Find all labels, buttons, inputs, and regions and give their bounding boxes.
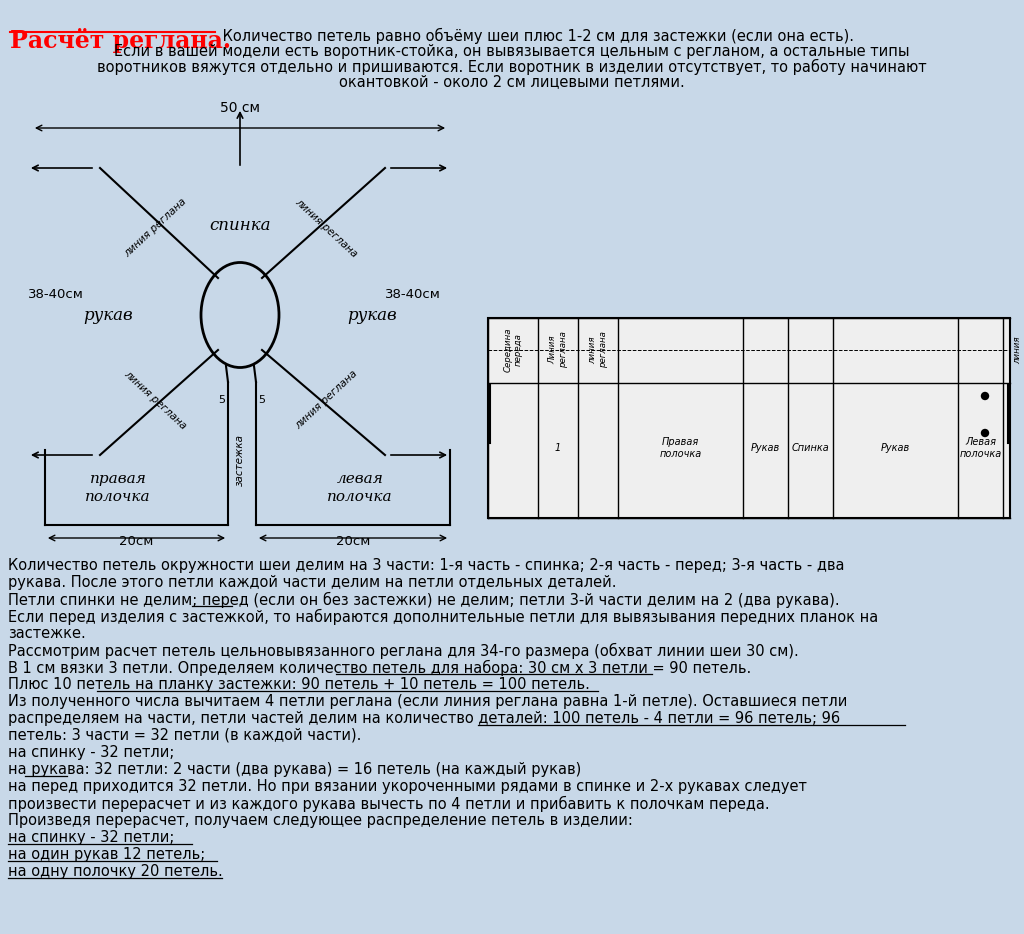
Text: Левая
полочка: Левая полочка: [959, 437, 1001, 459]
Text: 38-40см: 38-40см: [28, 289, 84, 302]
Text: Рукав: Рукав: [751, 443, 780, 453]
Text: на спинку - 32 петли;: на спинку - 32 петли;: [8, 745, 174, 760]
Text: распределяем на части, петли частей делим на количество деталей: 100 петель - 4 : распределяем на части, петли частей дели…: [8, 711, 840, 726]
Text: правая
полочка: правая полочка: [85, 473, 151, 503]
Text: окантовкой - около 2 см лицевыми петлями.: окантовкой - около 2 см лицевыми петлями…: [339, 74, 685, 89]
Text: Плюс 10 петель на планку застежки: 90 петель + 10 петель = 100 петель.: Плюс 10 петель на планку застежки: 90 пе…: [8, 677, 590, 692]
Text: рукава. После этого петли каждой части делим на петли отдельных деталей.: рукава. После этого петли каждой части д…: [8, 575, 616, 590]
Text: Произведя перерасчет, получаем следующее распределение петель в изделии:: Произведя перерасчет, получаем следующее…: [8, 813, 633, 828]
Text: на перед приходится 32 петли. Но при вязании укороченными рядами в спинке и 2-х : на перед приходится 32 петли. Но при вяз…: [8, 779, 807, 794]
Text: на спинку - 32 петли;: на спинку - 32 петли;: [8, 830, 174, 845]
Text: Правая
полочка: Правая полочка: [659, 437, 701, 459]
Text: Количество петель окружности шеи делим на 3 части: 1-я часть - спинка; 2-я часть: Количество петель окружности шеи делим н…: [8, 558, 845, 573]
Text: левая
полочка: левая полочка: [328, 473, 393, 503]
Text: 1: 1: [555, 443, 561, 453]
Bar: [488, 318, 1010, 518]
Text: Если в вашей модели есть воротник-стойка, он вывязывается цельным с регланом, а : Если в вашей модели есть воротник-стойка…: [115, 44, 909, 59]
Text: 20см: 20см: [336, 535, 371, 548]
Text: 5: 5: [218, 395, 225, 405]
Text: линия реглана: линия реглана: [293, 369, 359, 432]
Text: произвести перерасчет и из каждого рукава вычесть по 4 петли и прибавить к полоч: произвести перерасчет и из каждого рукав…: [8, 796, 770, 813]
Text: рукав: рукав: [83, 306, 133, 323]
Text: Рукав: Рукав: [881, 443, 910, 453]
Text: линия реглана: линия реглана: [122, 369, 188, 432]
Text: спинка: спинка: [209, 217, 270, 234]
Text: Спинка: Спинка: [792, 443, 829, 453]
Text: Линия
реглана: Линия реглана: [548, 332, 567, 368]
Text: Расчёт реглана.: Расчёт реглана.: [10, 28, 231, 53]
Text: 5: 5: [258, 395, 265, 405]
Text: Петли спинки не делим; перед (если он без застежки) не делим; петли 3-й части де: Петли спинки не делим; перед (если он бе…: [8, 592, 840, 608]
Text: застежке.: застежке.: [8, 626, 86, 641]
Circle shape: [981, 392, 988, 400]
Text: Из полученного числа вычитаем 4 петли реглана (если линия реглана равна 1-й петл: Из полученного числа вычитаем 4 петли ре…: [8, 694, 848, 709]
Text: воротников вяжутся отдельно и пришиваются. Если воротник в изделии отсутствует, : воротников вяжутся отдельно и пришиваютс…: [97, 59, 927, 75]
Text: В 1 см вязки 3 петли. Определяем количество петель для набора: 30 см x 3 петли =: В 1 см вязки 3 петли. Определяем количес…: [8, 660, 752, 676]
Text: 50 см: 50 см: [220, 101, 260, 115]
Text: на одну полочку 20 петель.: на одну полочку 20 петель.: [8, 864, 223, 879]
Text: линия
реглана: линия реглана: [589, 332, 607, 368]
Text: на один рукав 12 петель;: на один рукав 12 петель;: [8, 847, 205, 862]
Text: рукав: рукав: [347, 306, 397, 323]
Text: застежка: застежка: [234, 434, 245, 486]
Text: Если перед изделия с застежкой, то набираются дополнительные петли для вывязыван: Если перед изделия с застежкой, то набир…: [8, 609, 879, 625]
Text: петель: 3 части = 32 петли (в каждой части).: петель: 3 части = 32 петли (в каждой час…: [8, 728, 361, 743]
Text: линия реглана: линия реглана: [293, 197, 359, 260]
Text: 38-40см: 38-40см: [385, 289, 441, 302]
Text: линия
реглана: линия реглана: [1014, 332, 1024, 368]
Text: на рукава: 32 петли: 2 части (два рукава) = 16 петель (на каждый рукав): на рукава: 32 петли: 2 части (два рукава…: [8, 762, 582, 777]
Text: Середина
переда: Середина переда: [504, 328, 522, 373]
Circle shape: [981, 430, 988, 436]
Text: линия реглана: линия реглана: [122, 197, 188, 260]
Text: Количество петель равно объёму шеи плюс 1-2 см для застежки (если она есть).: Количество петель равно объёму шеи плюс …: [218, 28, 854, 44]
Text: 20см: 20см: [119, 535, 154, 548]
Text: Рассмотрим расчет петель цельновывязанного реглана для 34-го размера (обхват лин: Рассмотрим расчет петель цельновывязанно…: [8, 643, 799, 659]
